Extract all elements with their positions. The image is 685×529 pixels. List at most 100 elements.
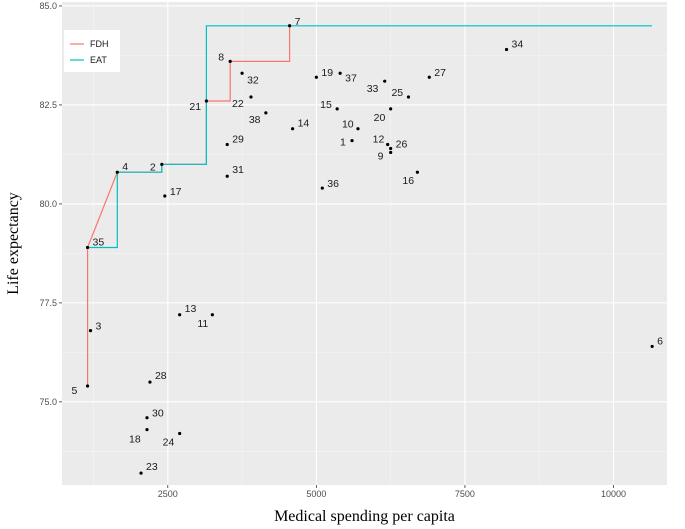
y-tick-label: 77.5 xyxy=(39,298,57,308)
point-label: 25 xyxy=(391,87,403,99)
point-label: 29 xyxy=(232,134,244,146)
data-point xyxy=(314,75,318,79)
point-label: 12 xyxy=(373,134,385,146)
data-point xyxy=(389,107,393,111)
point-label: 13 xyxy=(185,303,197,315)
y-axis-ticks: 75.0 77.5 80.0 82.5 85.0 xyxy=(39,1,62,407)
y-tick-label: 75.0 xyxy=(39,397,57,407)
data-point xyxy=(356,127,360,131)
data-point xyxy=(225,174,229,178)
point-label: 19 xyxy=(321,67,333,79)
point-label: 6 xyxy=(657,335,663,347)
data-point xyxy=(145,416,149,420)
data-point xyxy=(148,380,152,384)
data-point xyxy=(160,162,164,166)
x-axis-ticks: 2500 5000 7500 10000 xyxy=(158,485,626,499)
x-tick-label: 7500 xyxy=(455,489,475,499)
plot-panel xyxy=(62,2,667,485)
point-label: 33 xyxy=(367,83,379,95)
y-axis-title: Life expectancy xyxy=(5,192,22,295)
point-label: 28 xyxy=(155,370,167,382)
data-point xyxy=(320,186,324,190)
point-label: 23 xyxy=(146,461,158,473)
data-point xyxy=(504,47,509,52)
frontier-eat xyxy=(87,25,653,249)
data-point xyxy=(338,71,342,75)
data-points xyxy=(85,24,654,475)
x-tick-label: 2500 xyxy=(158,489,178,499)
y-tick-label: 80.0 xyxy=(39,199,57,209)
y-tick-label: 85.0 xyxy=(39,1,57,11)
data-point xyxy=(240,71,244,75)
data-point xyxy=(290,127,295,131)
data-point xyxy=(335,107,339,111)
y-tick-label: 82.5 xyxy=(39,100,57,110)
data-point xyxy=(115,170,119,174)
x-tick-label: 5000 xyxy=(306,489,326,499)
point-label: 17 xyxy=(170,186,182,198)
point-label: 9 xyxy=(378,150,384,162)
point-label: 18 xyxy=(129,434,141,446)
legend: FDH EAT xyxy=(64,30,120,72)
point-label: 35 xyxy=(93,236,105,248)
point-label: 14 xyxy=(298,118,310,130)
point-label: 15 xyxy=(320,99,332,111)
data-point xyxy=(228,59,232,63)
point-label: 10 xyxy=(342,119,354,131)
data-point xyxy=(288,24,292,28)
point-label: 27 xyxy=(434,67,446,79)
x-tick-label: 10000 xyxy=(601,489,626,499)
data-point xyxy=(350,138,354,143)
data-point xyxy=(406,95,411,99)
data-point xyxy=(178,313,182,317)
data-point xyxy=(204,99,209,103)
point-label: 30 xyxy=(152,408,164,420)
data-point xyxy=(427,75,431,79)
data-point xyxy=(210,313,214,317)
point-label: 24 xyxy=(163,437,175,449)
x-axis-title: Medical spending per capita xyxy=(274,508,455,525)
point-label: 38 xyxy=(249,114,261,126)
legend-label: EAT xyxy=(90,55,107,65)
data-point xyxy=(249,95,253,99)
data-point xyxy=(386,142,390,147)
legend-label: FDH xyxy=(90,39,109,49)
point-label: 22 xyxy=(232,98,244,110)
point-label: 36 xyxy=(327,178,339,190)
legend-box xyxy=(64,30,120,72)
point-label: 5 xyxy=(72,385,78,397)
frontier-lines xyxy=(86,25,653,386)
point-label: 7 xyxy=(295,16,301,28)
point-label: 20 xyxy=(374,112,386,124)
point-label: 32 xyxy=(247,74,259,86)
data-point xyxy=(389,150,393,155)
point-label: 26 xyxy=(396,138,408,150)
point-label: 3 xyxy=(96,321,102,333)
data-point xyxy=(415,170,419,174)
data-point xyxy=(85,384,90,388)
point-label: 34 xyxy=(512,39,524,51)
point-label: 37 xyxy=(345,72,357,84)
point-label: 4 xyxy=(122,161,128,173)
point-label: 21 xyxy=(189,101,201,113)
data-point xyxy=(163,194,167,198)
data-point xyxy=(139,471,143,475)
data-point xyxy=(145,427,149,432)
point-label: 8 xyxy=(218,51,224,63)
major-gridlines xyxy=(62,2,667,485)
data-point xyxy=(389,146,393,151)
point-label: 31 xyxy=(232,164,244,176)
point-label: 11 xyxy=(197,318,208,330)
data-point xyxy=(264,111,268,115)
data-point xyxy=(85,245,90,250)
data-point xyxy=(650,344,654,349)
data-point xyxy=(88,328,93,333)
data-point xyxy=(178,431,182,436)
point-label: 1 xyxy=(340,137,346,149)
point-label: 16 xyxy=(402,175,414,187)
data-point xyxy=(383,79,387,83)
minor-gridlines xyxy=(62,2,667,485)
data-point xyxy=(225,142,229,147)
